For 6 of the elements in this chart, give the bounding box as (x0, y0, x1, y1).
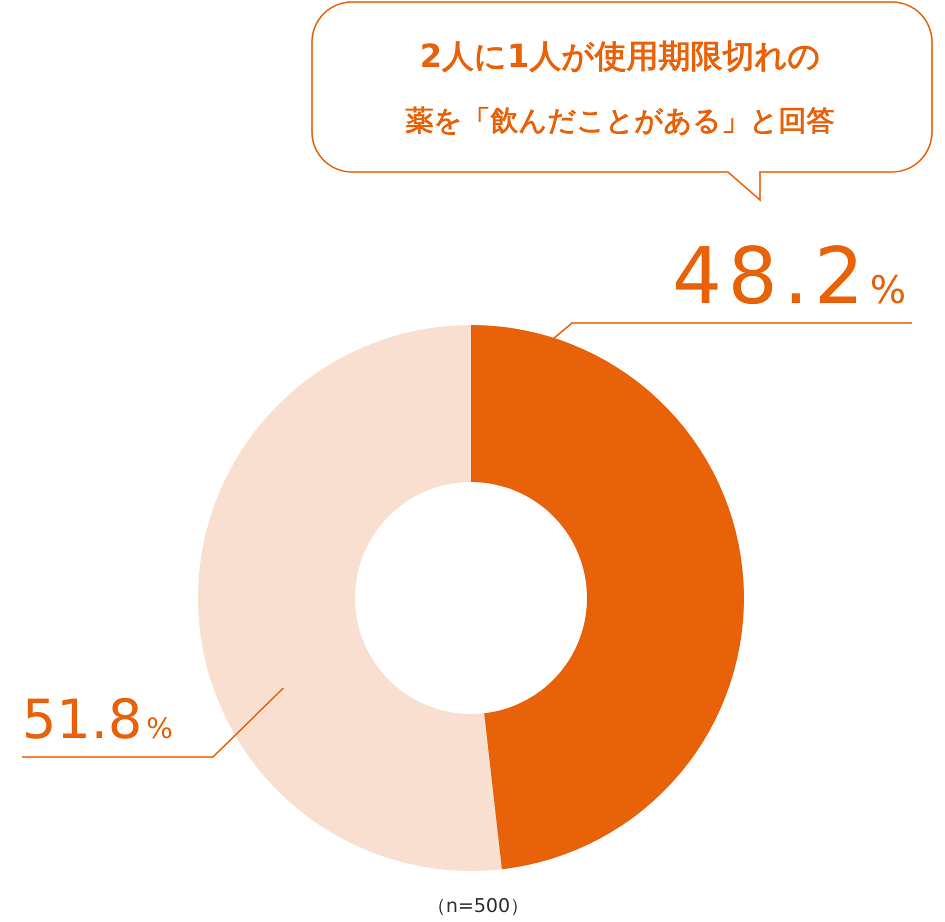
data-label: 51.8% (22, 688, 173, 751)
donut-slice (198, 325, 502, 871)
text: （n=500） (426, 895, 530, 917)
chart-subtitle: 薬を「飲んだことがある」と回答 (404, 104, 834, 137)
chart-title: 2人に1人が使用期限切れの (420, 37, 820, 75)
data-label: 48.2% (672, 232, 912, 322)
